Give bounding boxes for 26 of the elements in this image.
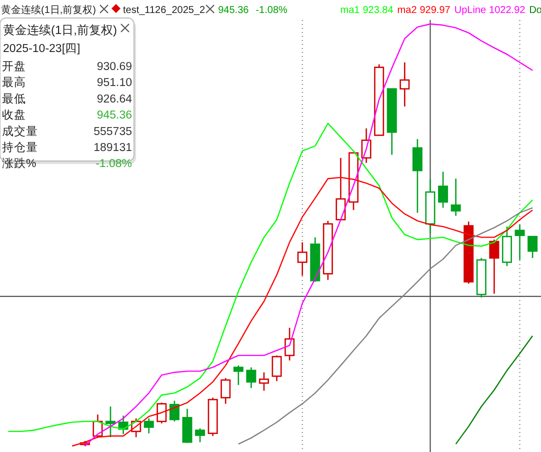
text: -1.08%	[256, 5, 288, 16]
annotation: 189131	[94, 142, 132, 154]
annotation: 945.36	[96, 110, 132, 122]
text: 1022.92	[489, 5, 526, 16]
text: 945.36	[218, 5, 250, 16]
text: ma1	[340, 5, 360, 16]
annotation: 收盘	[2, 108, 26, 122]
chart-title: 黄金连续(1日,前复权)	[1, 5, 96, 16]
annotation: -1.08%	[96, 158, 132, 170]
annotation: 926.64	[96, 93, 133, 106]
annotation: 最高	[2, 75, 26, 90]
annotation: 555735	[94, 126, 132, 138]
series-label: UpLine	[454, 5, 486, 16]
annotation: 最低	[2, 92, 26, 106]
text: ma2	[397, 5, 418, 16]
chart-title: 黄金连续(1日,前复权)	[3, 23, 118, 37]
annotation: 成交量	[2, 124, 38, 138]
text: 929.97	[420, 5, 451, 16]
annotation: 951.10	[96, 77, 132, 90]
text: test_1126_2025_2	[123, 5, 206, 16]
text: 923.84	[362, 5, 394, 16]
text: 2025-10-23[四]	[3, 43, 80, 55]
annotation: 930.69	[96, 61, 132, 73]
annotation: 持仓量	[2, 141, 38, 154]
annotation: 涨跌%	[2, 157, 36, 170]
annotation: 开盘	[2, 60, 26, 73]
